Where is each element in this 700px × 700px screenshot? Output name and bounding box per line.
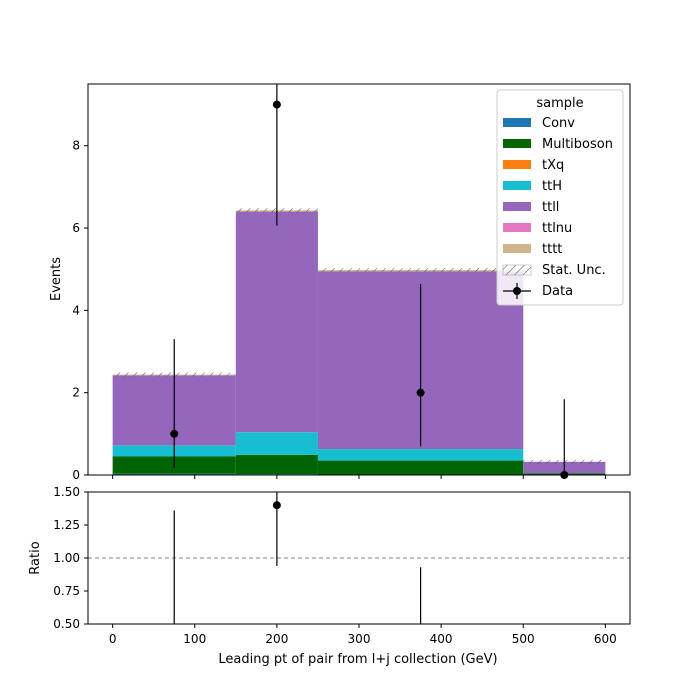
ratio-y-tick-label: 0.75 — [53, 584, 80, 598]
bar-multiboson — [235, 454, 318, 475]
legend: sample Conv Multiboson tXq ttH ttll ttlnu tttt… — [496, 89, 624, 306]
legend-swatch-stat-unc — [502, 264, 532, 276]
stat-unc-band — [317, 267, 524, 273]
y-tick-label: 8 — [72, 139, 80, 153]
legend-label-data: Data — [542, 284, 573, 299]
ratio-y-tick-label: 0.50 — [53, 617, 80, 631]
y-tick-label: 2 — [72, 386, 80, 400]
legend-label-txq: tXq — [542, 158, 564, 173]
legend-label-ttll: ttll — [542, 200, 559, 215]
legend-swatch-txq — [503, 160, 531, 169]
legend-label-conv: Conv — [542, 116, 575, 131]
x-tick-label: 300 — [348, 632, 371, 646]
bar-ttll — [235, 211, 318, 433]
data-point — [272, 100, 281, 109]
x-tick-label: 500 — [512, 632, 535, 646]
x-tick-label: 0 — [109, 632, 117, 646]
main-y-axis-label: Events — [49, 257, 64, 301]
legend-data-marker — [513, 287, 521, 295]
y-tick-label: 0 — [72, 468, 80, 482]
legend-title: sample — [536, 96, 583, 111]
data-point — [416, 388, 425, 397]
legend-label-ttlnu: ttlnu — [542, 221, 572, 236]
x-tick-label: 200 — [265, 632, 288, 646]
x-tick-label: 600 — [594, 632, 617, 646]
ratio-y-tick-label: 1.25 — [53, 518, 80, 532]
main-plot: 0 2 4 6 8 — [72, 83, 631, 482]
legend-label-multiboson: Multiboson — [542, 137, 613, 152]
legend-swatch-multiboson — [503, 139, 531, 148]
legend-label-stat-unc: Stat. Unc. — [542, 263, 606, 278]
data-point — [170, 429, 179, 438]
ratio-y-axis-label: Ratio — [28, 541, 43, 574]
bar-multiboson — [317, 460, 524, 475]
x-tick-label: 100 — [183, 632, 206, 646]
ratio-y-tick-label: 1.00 — [53, 551, 80, 565]
ratio-y-tick-label: 1.50 — [53, 485, 80, 499]
legend-swatch-conv — [503, 118, 531, 127]
bar-tth — [235, 432, 318, 455]
bar-conv — [112, 473, 236, 475]
legend-label-tth: ttH — [542, 179, 562, 194]
x-axis-label: Leading pt of pair from l+j collection (… — [218, 652, 497, 667]
ratio-point — [272, 501, 281, 510]
y-tick-label: 6 — [72, 221, 80, 235]
legend-swatch-ttll — [503, 202, 531, 211]
legend-swatch-tth — [503, 181, 531, 190]
legend-label-tttt: tttt — [542, 242, 562, 257]
legend-swatch-tttt — [503, 244, 531, 253]
bar-tth — [317, 449, 524, 461]
y-tick-label: 4 — [72, 303, 80, 317]
x-tick-label: 400 — [430, 632, 453, 646]
ratio-plot: 0.50 0.75 1.00 1.25 1.50 0 100 200 300 400 500 600 — [53, 485, 631, 646]
legend-swatch-ttlnu — [503, 223, 531, 232]
